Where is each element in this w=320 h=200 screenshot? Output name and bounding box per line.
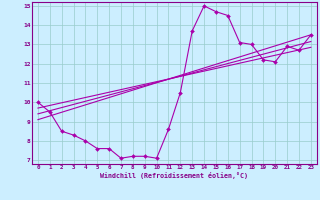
X-axis label: Windchill (Refroidissement éolien,°C): Windchill (Refroidissement éolien,°C) [100, 172, 248, 179]
